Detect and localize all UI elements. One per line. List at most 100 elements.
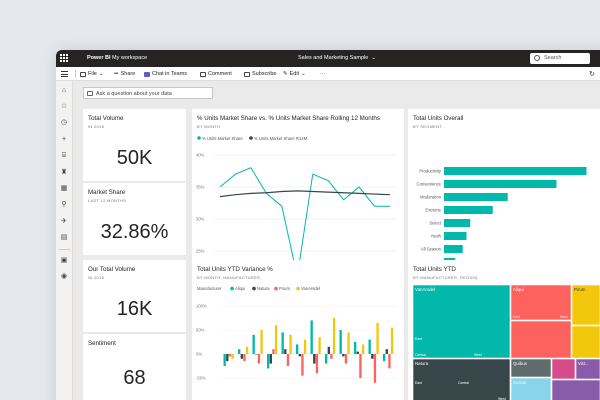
file-menu-button[interactable]: File ⌄ [80,71,103,77]
treemap-cell [575,358,600,380]
favorites-icon[interactable]: ☆ [60,103,68,110]
legend-label: Aliqui [235,286,245,291]
treemap-region-label: East [415,337,422,341]
treemap-cell [551,379,600,400]
comment-icon [200,71,206,77]
tile-subtitle: LAST 12 MONTHS [88,198,127,203]
share-button[interactable]: ➦ Share [114,71,135,77]
app-header: Power BI My workspace Sales and Marketin… [56,50,600,67]
workspaces-icon[interactable]: ▤ [60,234,68,241]
category-label: Moderation [420,195,442,200]
qna-input[interactable]: Ask a question about your data [83,87,213,99]
column-vanarsdel [231,354,234,359]
report-title[interactable]: Sales and Marketing Sample ⌄ [298,55,376,61]
category-label: Productivity [419,169,442,174]
legend-marker-1 [249,136,253,140]
column-natura [327,346,330,354]
my-workspace-icon[interactable]: ▣ [60,257,68,264]
datasets-icon[interactable]: ⌸ [61,152,67,159]
search-placeholder: Search [544,55,562,61]
pencil-icon: ✎ [283,71,288,77]
variance-column-chart: Manufacturer Aliqui Natura Pirum VanArsdel 10… [196,286,396,400]
series-line-1 [219,190,391,198]
chevron-down-icon: ⌄ [371,55,376,61]
treemap-region-label: East [513,315,520,319]
column-vanarsdel [332,318,336,354]
comment-button[interactable]: Comment [200,71,232,77]
tile-title: Total Volume [88,115,124,122]
kpi-value: 16K [116,298,153,320]
account-icon[interactable]: ◉ [60,273,68,280]
tile-subtitle: IN 2016 [88,124,105,129]
legend-label: VanArsdel [301,286,320,291]
column-pirum [228,354,232,357]
treemap-cell [510,377,552,400]
column-vanarsdel [303,339,307,354]
legend-label: % Units Market Share [202,136,243,141]
treemap-region-label: West [498,397,506,400]
edit-button[interactable]: ✎ Edit ⌄ [283,71,306,77]
goals-icon[interactable]: ♜ [60,169,68,176]
hamburger-menu-icon[interactable] [61,71,68,79]
column-pirum [286,354,290,366]
learn-icon[interactable]: ✈ [61,218,67,225]
column-pirum [301,354,304,376]
file-icon [80,71,86,77]
column-pirum [257,354,261,364]
subscribe-button[interactable]: Subscribe [244,71,276,77]
column-aliqui [223,354,226,366]
app-launcher-icon[interactable] [60,54,68,62]
column-natura [298,354,301,357]
column-natura [385,349,388,354]
tile-sentiment[interactable]: Sentiment 68 [83,334,186,400]
mail-icon [244,71,250,77]
y-tick-label: 100% [196,304,207,309]
chat-in-teams-button[interactable]: Chat in Teams [144,71,187,77]
workspace-breadcrumb[interactable]: My workspace [112,55,148,61]
recent-icon[interactable]: ◷ [60,119,68,126]
home-icon[interactable]: ⌂ [61,87,67,94]
tile-market-share[interactable]: Market Share LAST 12 MONTHS 32.86% [83,183,186,255]
comment-label: Comment [208,71,232,77]
tile-subtitle: IN 2016 [88,275,105,280]
file-label: File [88,71,97,77]
subscribe-label: Subscribe [252,71,277,77]
category-label: Extreme [425,208,441,213]
tile-title: Total Units YTD [413,266,456,273]
column-natura [226,354,229,362]
y-tick-label: 50% [196,328,205,333]
refresh-icon[interactable]: ↻ [589,71,595,78]
app-brand[interactable]: Power BI [87,55,111,61]
bar [444,167,587,175]
shared-icon[interactable]: ⚲ [61,201,67,208]
column-aliqui [368,339,371,354]
edit-label: Edit [289,71,300,77]
tile-ytd-variance[interactable]: Total Units YTD Variance % BY MONTH, MAN… [192,260,404,400]
tile-title: Our Total Volume [88,266,136,273]
column-aliqui [325,354,328,364]
legend-marker-0 [230,286,234,291]
create-icon[interactable]: + [61,136,67,143]
tile-our-total-volume[interactable]: Our Total Volume IN 2016 16K [83,260,186,332]
legend-label: Natura [257,286,270,291]
column-natura [371,354,374,359]
teams-icon [144,71,150,77]
y-tick-label: 30% [196,217,205,222]
kpi-value: 50K [116,147,153,169]
treemap-cell [412,358,511,400]
powerbi-window: Power BI My workspace Sales and Marketin… [56,50,600,400]
search-input[interactable]: Search [530,53,590,64]
column-aliqui [296,344,299,354]
column-pirum [373,354,377,383]
category-label: All Season [421,247,442,252]
more-options-button[interactable]: ··· [320,71,326,77]
more-options-icon: ··· [320,71,326,77]
tile-total-units-ytd[interactable]: Total Units YTD BY MANUFACTURER, REGION … [408,260,600,400]
apps-icon[interactable]: ▦ [60,185,68,192]
column-pirum [388,354,391,369]
tile-total-volume[interactable]: Total Volume IN 2016 50K [83,109,186,181]
tile-title: Total Units Overall [413,115,464,122]
treemap-cell [571,284,600,326]
column-aliqui [383,354,386,362]
column-natura [313,354,316,364]
